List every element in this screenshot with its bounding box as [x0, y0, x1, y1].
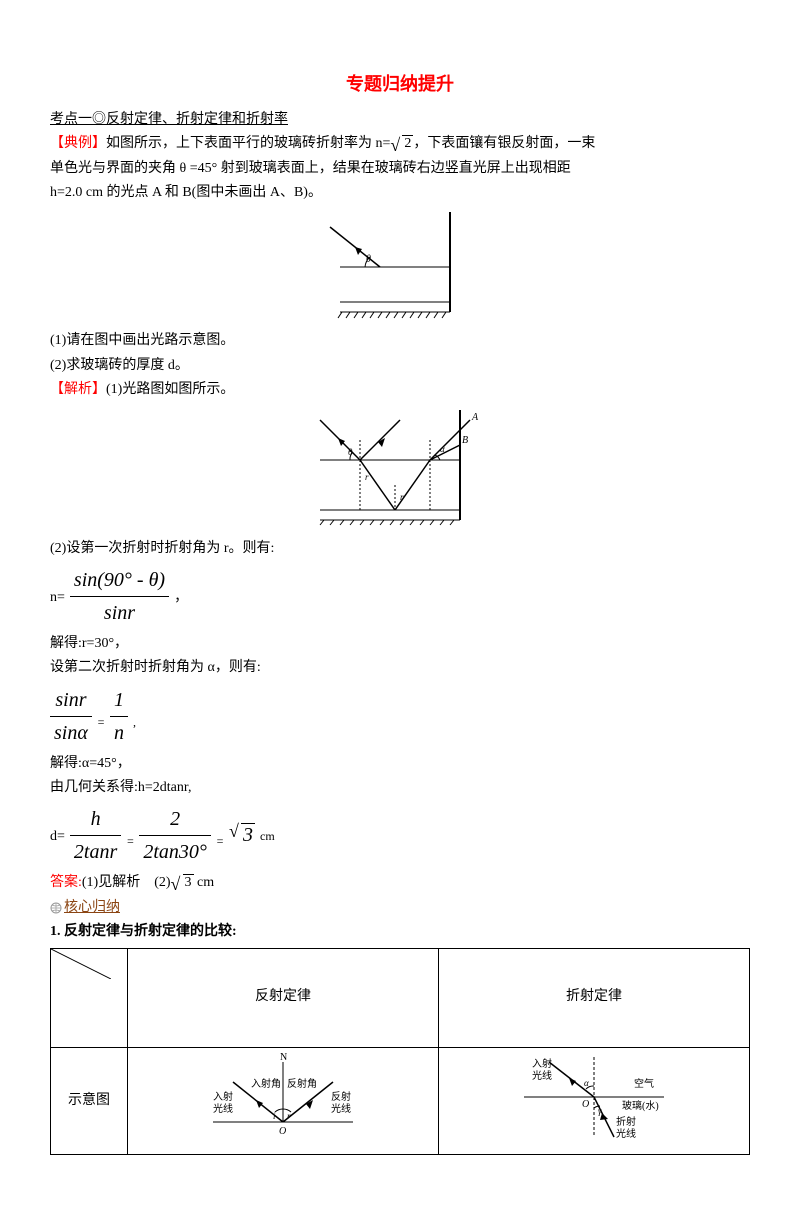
example-text-2: ，下表面镶有银反射面，一束	[413, 136, 595, 151]
answer-label: 答案:	[50, 875, 82, 890]
svg-text:入射: 入射	[213, 1091, 233, 1103]
col-1-header: 反射定律	[128, 948, 439, 1047]
formula-2-lnum: sinr	[50, 684, 92, 717]
r-result: 解得:r=30°，	[50, 633, 750, 655]
question-2: (2)求玻璃砖的厚度 d。	[50, 355, 750, 377]
reflection-diagram-cell: N i r 入射角 反射角 入射 光线 反射 光线 O	[128, 1047, 439, 1154]
svg-text:入射角: 入射角	[251, 1078, 281, 1090]
f3-n2: 2	[139, 803, 211, 836]
formula-1: n= sin(90° - θ) sinr ，	[50, 564, 750, 629]
formula-2-rnum: 1	[110, 684, 128, 717]
page-title: 专题归纳提升	[50, 70, 750, 99]
step2-2: 设第二次折射时折射角为 α，则有:	[50, 657, 750, 679]
example-paragraph: 【典例】如图所示，上下表面平行的玻璃砖折射率为 n= 2，下表面镶有银反射面，一束	[50, 133, 750, 155]
rad-3b: 3	[183, 874, 194, 890]
sqrt-3a: 3	[229, 819, 255, 851]
svg-text:γ: γ	[598, 1106, 602, 1116]
svg-text:r: r	[400, 492, 404, 502]
svg-text:反射: 反射	[331, 1091, 351, 1103]
sqrt-3b: 3	[171, 872, 194, 894]
question-1: (1)请在图中画出光路示意图。	[50, 330, 750, 352]
svg-text:光线: 光线	[331, 1102, 351, 1115]
example-text-1: 如图所示，上下表面平行的玻璃砖折射率为 n=	[106, 136, 390, 151]
formula-3: d= h 2tanr = 2 2tan30° = 3 cm	[50, 803, 750, 868]
refl-N: N	[280, 1052, 287, 1063]
example-line-2: 单色光与界面的夹角 θ =45° 射到玻璃表面上，结果在玻璃砖右边竖直光屏上出现…	[50, 158, 750, 180]
globe-icon	[50, 902, 62, 914]
f3-n1: h	[70, 803, 121, 836]
formula-2-rden: n	[110, 717, 128, 749]
compare-title: 1. 反射定律与折射定律的比较:	[50, 921, 750, 943]
analysis-line: 【解析】(1)光路图如图所示。	[50, 379, 750, 401]
geom-line: 由几何关系得:h=2dtanr,	[50, 777, 750, 799]
analysis-1: (1)光路图如图所示。	[106, 382, 234, 397]
row-label: 示意图	[51, 1047, 128, 1154]
refraction-diagram-cell: α γ 入射 光线 空气 玻璃(水) 折射 光线 O	[439, 1047, 750, 1154]
formula-2: sinr sinα = 1 n ,	[50, 684, 750, 749]
formula-2-right: 1 n	[110, 684, 128, 749]
formula-1-den: sinr	[70, 597, 169, 629]
answer-text: (1)见解析 (2)	[82, 875, 171, 890]
formula-3-f2: 2 2tan30°	[139, 803, 211, 868]
corner-cell	[51, 948, 128, 1047]
example-line-3: h=2.0 cm 的光点 A 和 B(图中未画出 A、B)。	[50, 182, 750, 204]
formula-1-frac: sin(90° - θ) sinr	[70, 564, 169, 629]
svg-text:光线: 光线	[616, 1127, 636, 1140]
a-result: 解得:α=45°，	[50, 753, 750, 775]
core-label: 核心归纳	[64, 900, 120, 915]
f3-unit: cm	[260, 830, 275, 844]
diagram-1: θ	[310, 212, 490, 322]
radicand-2: 2	[402, 135, 413, 151]
answer-line: 答案:(1)见解析 (2) 3 cm	[50, 872, 750, 894]
svg-text:玻璃(水): 玻璃(水)	[622, 1099, 659, 1112]
formula-1-prefix: n=	[50, 590, 65, 605]
answer-unit: cm	[194, 875, 215, 890]
sqrt-2: 2	[390, 133, 413, 155]
rad-3a: 3	[241, 823, 255, 846]
svg-text:折射: 折射	[616, 1115, 636, 1128]
svg-text:θ: θ	[366, 254, 371, 265]
svg-text:空气: 空气	[634, 1077, 654, 1090]
formula-1-num: sin(90° - θ)	[70, 564, 169, 597]
svg-text:反射角: 反射角	[287, 1078, 317, 1090]
svg-text:α: α	[584, 1078, 589, 1088]
formula-2-left: sinr sinα	[50, 684, 92, 749]
formula-2-lden: sinα	[50, 717, 92, 749]
f3-d1: 2tanr	[70, 836, 121, 868]
topic-text: 考点一◎反射定律、折射定律和折射率	[50, 112, 288, 127]
svg-text:r: r	[287, 1111, 291, 1121]
svg-text:O: O	[582, 1099, 589, 1110]
topic-line: 考点一◎反射定律、折射定律和折射率	[50, 109, 750, 131]
svg-text:O: O	[279, 1126, 286, 1137]
svg-text:光线: 光线	[532, 1069, 552, 1082]
compare-title-text: 1. 反射定律与折射定律的比较:	[50, 924, 237, 939]
comparison-table: 反射定律 折射定律 示意图 N i r 入射角 反射角 入射 光线 反射	[50, 948, 750, 1155]
col-2-header: 折射定律	[439, 948, 750, 1047]
core-line: 核心归纳	[50, 897, 750, 919]
diagram-2: θ r r α A B	[300, 410, 500, 530]
svg-text:入射: 入射	[532, 1058, 552, 1070]
example-label: 【典例】	[50, 136, 106, 151]
svg-text:B: B	[462, 435, 468, 446]
formula-3-f1: h 2tanr	[70, 803, 121, 868]
f3-d2: 2tan30°	[139, 836, 211, 868]
svg-text:A: A	[471, 412, 479, 423]
step2-intro: (2)设第一次折射时折射角为 r。则有:	[50, 538, 750, 560]
svg-text:α: α	[440, 444, 445, 454]
svg-text:光线: 光线	[213, 1102, 233, 1115]
analysis-label: 【解析】	[50, 382, 106, 397]
svg-text:r: r	[365, 472, 369, 482]
